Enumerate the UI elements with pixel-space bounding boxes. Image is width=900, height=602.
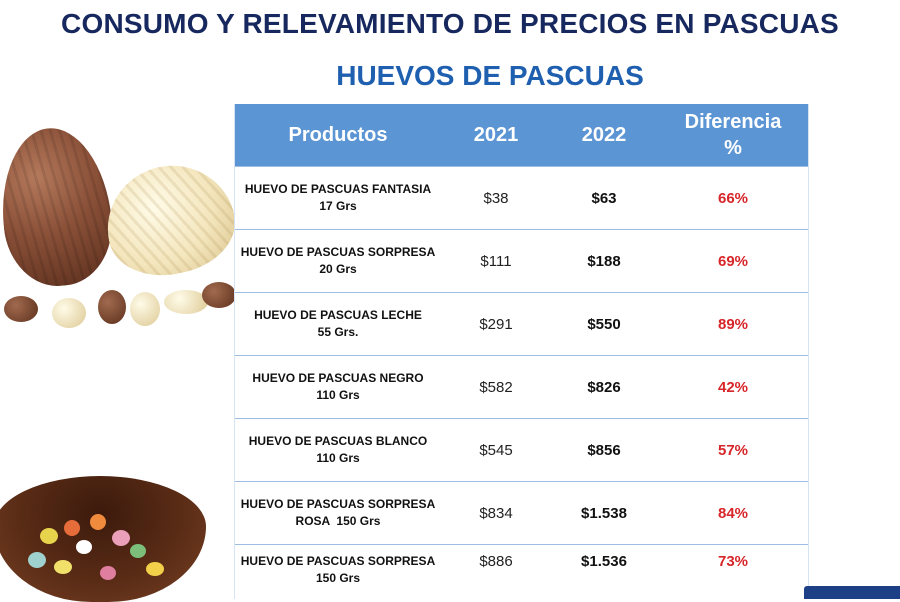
candy-icon [76, 540, 92, 554]
price-difference: 89% [658, 292, 808, 356]
price-2022: $188 [550, 229, 658, 293]
price-difference: 84% [658, 481, 808, 545]
mini-egg-image [98, 290, 126, 324]
candy-icon [112, 530, 130, 546]
product-size: 110 Grs [316, 451, 360, 465]
price-2022: $550 [550, 292, 658, 356]
product-size: 55 Grs. [317, 325, 359, 339]
price-2021: $886 [442, 544, 550, 601]
product-size: 110 Grs [316, 388, 360, 402]
mini-egg-image [164, 290, 208, 314]
candy-icon [130, 544, 146, 558]
price-2022: $826 [550, 355, 658, 419]
price-2021: $38 [442, 166, 550, 230]
page-subtitle: HUEVOS DE PASCUAS [336, 60, 644, 91]
mini-egg-image [202, 282, 236, 308]
header-products: Productos [234, 104, 442, 167]
page-title: CONSUMO Y RELEVAMIENTO DE PRECIOS EN PAS… [61, 8, 839, 39]
price-2021: $291 [442, 292, 550, 356]
table-row: HUEVO DE PASCUAS NEGRO 110 Grs $582 $826… [234, 355, 808, 419]
product-name: HUEVO DE PASCUAS SORPRESA [240, 496, 436, 511]
header-difference-label: Diferencia [684, 111, 782, 133]
product-cell: HUEVO DE PASCUAS SORPRESA ROSA 150 Grs [234, 481, 442, 545]
price-2021: $834 [442, 481, 550, 545]
candy-icon [28, 552, 46, 568]
mini-egg-image [4, 296, 38, 322]
header-difference-unit: % [724, 137, 742, 159]
table-row: HUEVO DE PASCUAS LECHE 55 Grs. $291 $550… [234, 292, 808, 356]
price-table: Productos 2021 2022 Diferencia % HUEVO D… [234, 104, 808, 601]
price-difference: 69% [658, 229, 808, 293]
chocolate-egg-image [0, 122, 118, 292]
price-2021: $545 [442, 418, 550, 482]
open-egg-with-candies-image [0, 476, 206, 602]
product-name: HUEVO DE PASCUAS SORPRESA [240, 554, 436, 568]
white-chocolate-egg-image [96, 153, 244, 287]
price-difference: 42% [658, 355, 808, 419]
product-cell: HUEVO DE PASCUAS SORPRESA 20 Grs [234, 229, 442, 293]
candy-icon [40, 528, 58, 544]
product-name: HUEVO DE PASCUAS FANTASIA [244, 181, 432, 196]
mini-egg-image [52, 298, 86, 328]
price-2022: $63 [550, 166, 658, 230]
logo [804, 586, 900, 599]
price-2021: $582 [442, 355, 550, 419]
table-header-row: Productos 2021 2022 Diferencia % [234, 104, 808, 167]
candy-icon [90, 514, 106, 530]
product-cell: HUEVO DE PASCUAS BLANCO 110 Grs [234, 418, 442, 482]
candy-icon [146, 562, 164, 576]
candy-icon [100, 566, 116, 580]
table-row: HUEVO DE PASCUAS SORPRESA 20 Grs $111 $1… [234, 229, 808, 293]
price-2022: $1.538 [550, 481, 658, 545]
product-cell: HUEVO DE PASCUAS SORPRESA 150 Grs [234, 544, 442, 601]
product-size: ROSA 150 Grs [295, 514, 381, 528]
price-2022: $1.536 [550, 544, 658, 601]
product-cell: HUEVO DE PASCUAS FANTASIA 17 Grs [234, 166, 442, 230]
product-cell: HUEVO DE PASCUAS LECHE 55 Grs. [234, 292, 442, 356]
price-difference: 57% [658, 418, 808, 482]
price-difference: 66% [658, 166, 808, 230]
table-row: HUEVO DE PASCUAS FANTASIA 17 Grs $38 $63… [234, 166, 808, 230]
mini-egg-image [130, 292, 160, 326]
price-2021: $111 [442, 229, 550, 293]
product-size: 17 Grs [319, 199, 357, 213]
header-2021: 2021 [442, 104, 550, 167]
product-cell: HUEVO DE PASCUAS NEGRO 110 Grs [234, 355, 442, 419]
price-2022: $856 [550, 418, 658, 482]
table-row: HUEVO DE PASCUAS SORPRESA ROSA 150 Grs $… [234, 481, 808, 545]
product-name: HUEVO DE PASCUAS NEGRO [252, 370, 424, 385]
header-2022: 2022 [550, 104, 658, 167]
product-name: HUEVO DE PASCUAS BLANCO [248, 433, 428, 448]
table-row: HUEVO DE PASCUAS BLANCO 110 Grs $545 $85… [234, 418, 808, 482]
candy-icon [54, 560, 72, 574]
table-row: HUEVO DE PASCUAS SORPRESA 150 Grs $886 $… [234, 544, 808, 601]
product-size: 20 Grs [319, 262, 357, 276]
price-difference: 73% [658, 544, 808, 601]
header-difference: Diferencia % [658, 104, 808, 167]
candy-icon [64, 520, 80, 536]
product-name: HUEVO DE PASCUAS SORPRESA [240, 244, 436, 259]
product-size: 150 Grs [315, 571, 361, 586]
product-name: HUEVO DE PASCUAS LECHE [254, 307, 422, 322]
